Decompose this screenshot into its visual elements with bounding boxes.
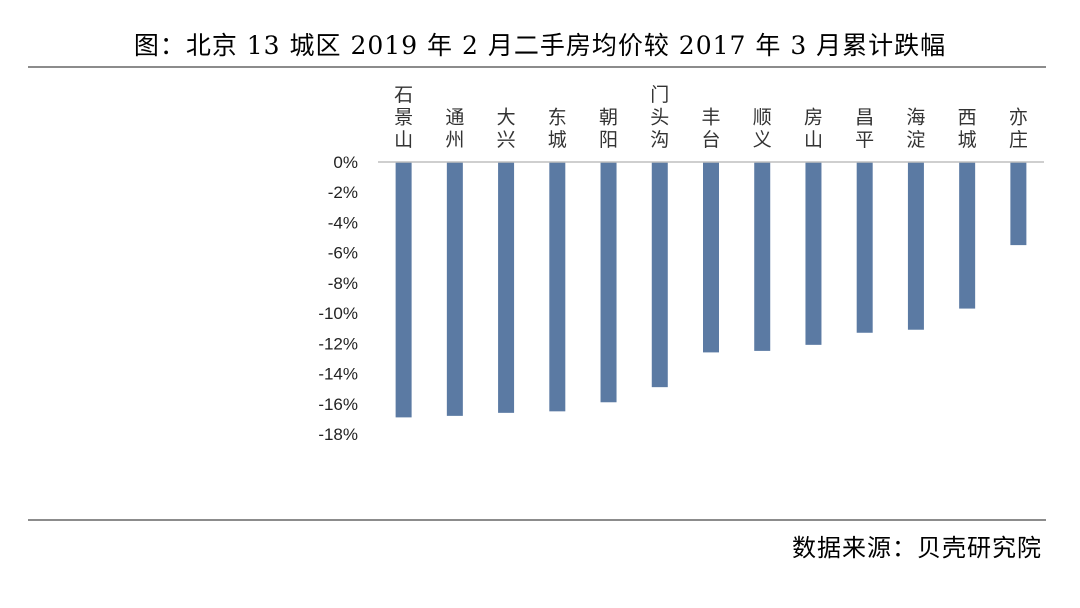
top-rule [28,66,1046,68]
category-label: 通州 [445,107,464,152]
category-label: 顺义 [753,107,772,152]
category-label: 门头沟 [650,84,669,151]
y-tick-label: -4% [328,213,358,232]
category-label: 亦庄 [1009,107,1028,152]
category-label: 西城 [958,107,977,152]
y-tick-label: -18% [318,425,358,444]
bar-4 [549,162,566,412]
y-tick-label: -16% [318,395,358,414]
y-tick-label: -6% [328,244,358,263]
bar-2 [446,162,463,416]
category-label: 朝阳 [599,107,618,152]
category-label: 丰台 [701,107,720,152]
bar-8 [754,162,771,351]
y-tick-label: -14% [318,365,358,384]
bar-7 [703,162,719,353]
category-label: 昌平 [855,107,874,152]
bar-9 [805,162,822,345]
category-label: 房山 [804,107,823,152]
y-axis: 0% -2% -4% -6% -8% -10% -12% -14% -16% -18% [318,153,358,444]
bar-1 [395,162,412,418]
y-tick-label: 0% [333,153,358,172]
source-note: 数据来源：贝壳研究院 [792,534,1042,562]
bottom-rule [28,519,1046,521]
category-label: 大兴 [497,107,516,152]
bar-series [395,162,1027,418]
bar-12 [959,162,976,309]
y-tick-label: -10% [318,304,358,323]
bar-3 [498,162,515,413]
bar-10 [856,162,873,333]
bar-13 [1010,162,1027,246]
y-tick-label: -8% [328,274,358,293]
category-label: 东城 [548,107,567,152]
bar-5 [600,162,617,403]
category-label: 石景山 [394,84,413,151]
category-label: 海淀 [906,107,925,152]
y-tick-label: -12% [318,334,358,353]
chart-title: 图：北京 13 城区 2019 年 2 月二手房均价较 2017 年 3 月累计… [133,31,947,60]
y-tick-label: -2% [328,183,358,202]
bar-6 [651,162,668,388]
bar-11 [907,162,924,330]
